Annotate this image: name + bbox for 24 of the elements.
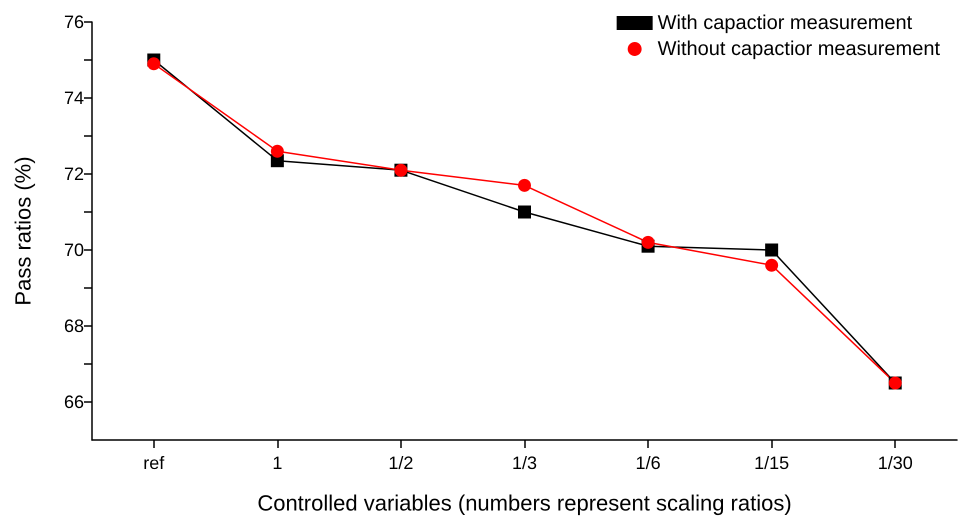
y-axis-title: Pass ratios (%) — [10, 156, 36, 306]
y-tick-label: 70 — [64, 240, 84, 260]
legend-label: Without capactior measurement — [658, 38, 940, 60]
y-tick-label: 72 — [64, 164, 84, 184]
y-tick-label: 68 — [64, 316, 84, 336]
x-tick-label: 1/3 — [512, 453, 538, 473]
y-tick-label: 66 — [64, 392, 84, 412]
y-tick-label: 74 — [64, 88, 84, 108]
point — [518, 178, 531, 192]
x-axis-title: Controlled variables (numbers represent scaling ratios) — [257, 490, 792, 516]
x-tick-label: ref — [143, 453, 166, 473]
x-tick-label: 1/2 — [388, 453, 414, 473]
point — [147, 57, 160, 70]
point — [765, 244, 778, 256]
point — [642, 236, 655, 249]
point — [270, 144, 284, 158]
x-tick-label: 1/15 — [754, 453, 790, 473]
x-tick-label: 1 — [272, 453, 282, 473]
point — [765, 258, 778, 272]
point — [518, 206, 531, 218]
x-tick-label: 1/30 — [878, 453, 913, 473]
y-tick-label: 76 — [64, 12, 84, 32]
legend-label: With capactior measurement — [658, 12, 913, 34]
x-tick-label: 1/6 — [636, 453, 661, 473]
